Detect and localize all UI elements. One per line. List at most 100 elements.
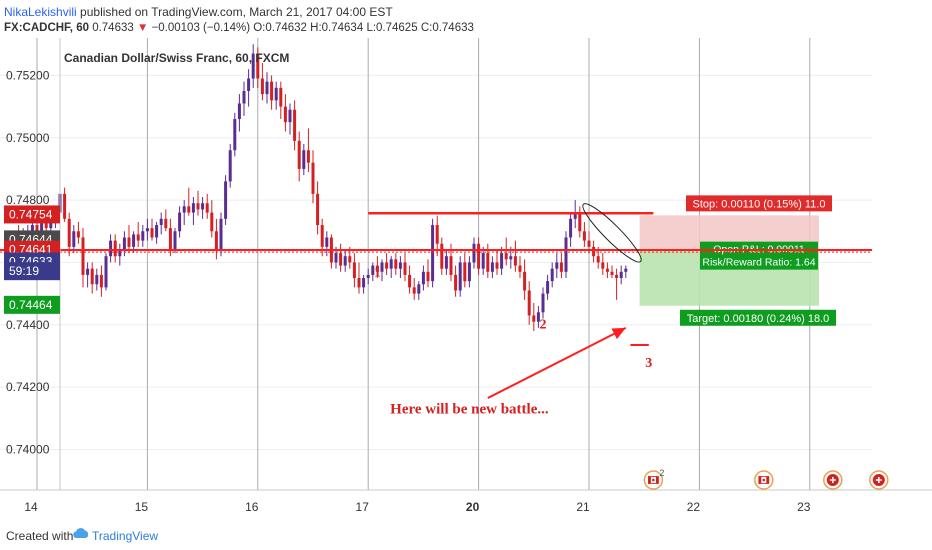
candle [127, 225, 131, 254]
candle [569, 212, 573, 247]
stop-label-box [686, 195, 832, 212]
y-tick-label: 0.75000 [6, 131, 50, 145]
candle [398, 256, 402, 279]
candle-body [224, 181, 228, 219]
x-tick-label: 20 [466, 500, 480, 514]
candle-body [104, 256, 108, 288]
candle-body [297, 140, 301, 169]
candle [343, 249, 347, 272]
candle [403, 253, 407, 282]
change-arrow-icon: ▼ [136, 22, 149, 34]
plus-circle-icon[interactable] [823, 470, 843, 490]
candle-body [463, 262, 467, 282]
candle-body [283, 106, 287, 123]
event-count: 2 [659, 468, 664, 478]
stop-label: Stop: 0.00110 (0.15%) 11.0 [693, 198, 826, 210]
candle [385, 253, 389, 275]
created-with-label: Created with [6, 529, 74, 543]
candle [444, 249, 448, 275]
canada-flag-icon[interactable]: 2 [643, 468, 664, 490]
candle [394, 253, 398, 275]
candle [375, 256, 379, 279]
arrow-line[interactable] [487, 327, 627, 399]
candle [104, 253, 108, 291]
candle [481, 246, 485, 275]
candle [311, 150, 315, 204]
candle-body [30, 225, 34, 232]
candle-body [182, 206, 186, 213]
candle-body [196, 203, 200, 210]
candle [270, 75, 274, 110]
candle [113, 234, 117, 263]
candle-body [279, 87, 283, 107]
pattern-ellipse[interactable] [578, 199, 647, 268]
tradingview-cloud-icon [73, 528, 89, 538]
flag-band-right [655, 476, 659, 484]
candle-body [578, 212, 582, 232]
annotation-number: 3 [645, 356, 652, 371]
candle [619, 265, 623, 285]
tradingview-brand[interactable]: TradingView [92, 529, 159, 543]
candle-body [624, 268, 628, 272]
candle-body [362, 278, 366, 288]
candle-body [564, 237, 568, 272]
candle [274, 81, 278, 110]
candle-body [467, 262, 471, 282]
flag-leaf [652, 478, 655, 482]
candle [408, 265, 412, 294]
drawings[interactable]: 1 2 3 Here will be new battle... [368, 199, 654, 418]
risk-reward-label: Risk/Reward Ratio: 1.64 [702, 257, 815, 269]
low-value: 0.74625 [376, 22, 418, 34]
candle [380, 259, 384, 282]
candle-body [403, 262, 407, 275]
candle [366, 268, 370, 285]
candle [293, 100, 297, 151]
y-tick-label: 0.74800 [6, 193, 50, 207]
candle [421, 265, 425, 291]
x-tick-label: 23 [797, 500, 811, 514]
candle [306, 128, 310, 173]
candle [297, 131, 301, 182]
close-value: 0.74633 [432, 22, 474, 34]
candle-body [191, 203, 195, 213]
candle-body [523, 271, 527, 291]
plus-circle-icon[interactable] [869, 470, 889, 490]
last-price: 0.74633 [92, 22, 134, 34]
candle-body [615, 274, 619, 279]
candle [389, 256, 393, 279]
candle [500, 246, 504, 275]
candle [504, 237, 508, 266]
candle-body [288, 109, 292, 123]
candle-body [127, 237, 131, 247]
event-markers[interactable]: 2 [643, 468, 889, 490]
candle-body [141, 231, 145, 241]
candle-body [610, 271, 614, 275]
candle [615, 268, 619, 300]
candle [532, 302, 536, 332]
candle-body [44, 221, 48, 229]
candle-body [389, 259, 393, 269]
candle-body [35, 225, 39, 232]
y-tick-label: 0.74000 [6, 442, 50, 456]
candle-body [201, 203, 205, 210]
author-link[interactable]: NikaLekishvili [4, 5, 77, 19]
candle-body [569, 218, 573, 238]
annotation-number: 2 [540, 318, 547, 333]
candle-body [513, 256, 517, 266]
arrow-head[interactable] [611, 327, 626, 340]
candle-body [431, 225, 435, 282]
candle [159, 212, 163, 235]
candle-body [532, 315, 536, 322]
candle-body [95, 274, 99, 285]
candle-body [449, 256, 453, 275]
candle [472, 237, 476, 269]
candle-body [440, 243, 444, 269]
candle [145, 218, 149, 241]
flag-leaf [762, 478, 766, 482]
candle [205, 193, 209, 219]
candle [141, 225, 145, 247]
canada-flag-icon[interactable] [754, 470, 774, 490]
candle-body [504, 253, 508, 260]
